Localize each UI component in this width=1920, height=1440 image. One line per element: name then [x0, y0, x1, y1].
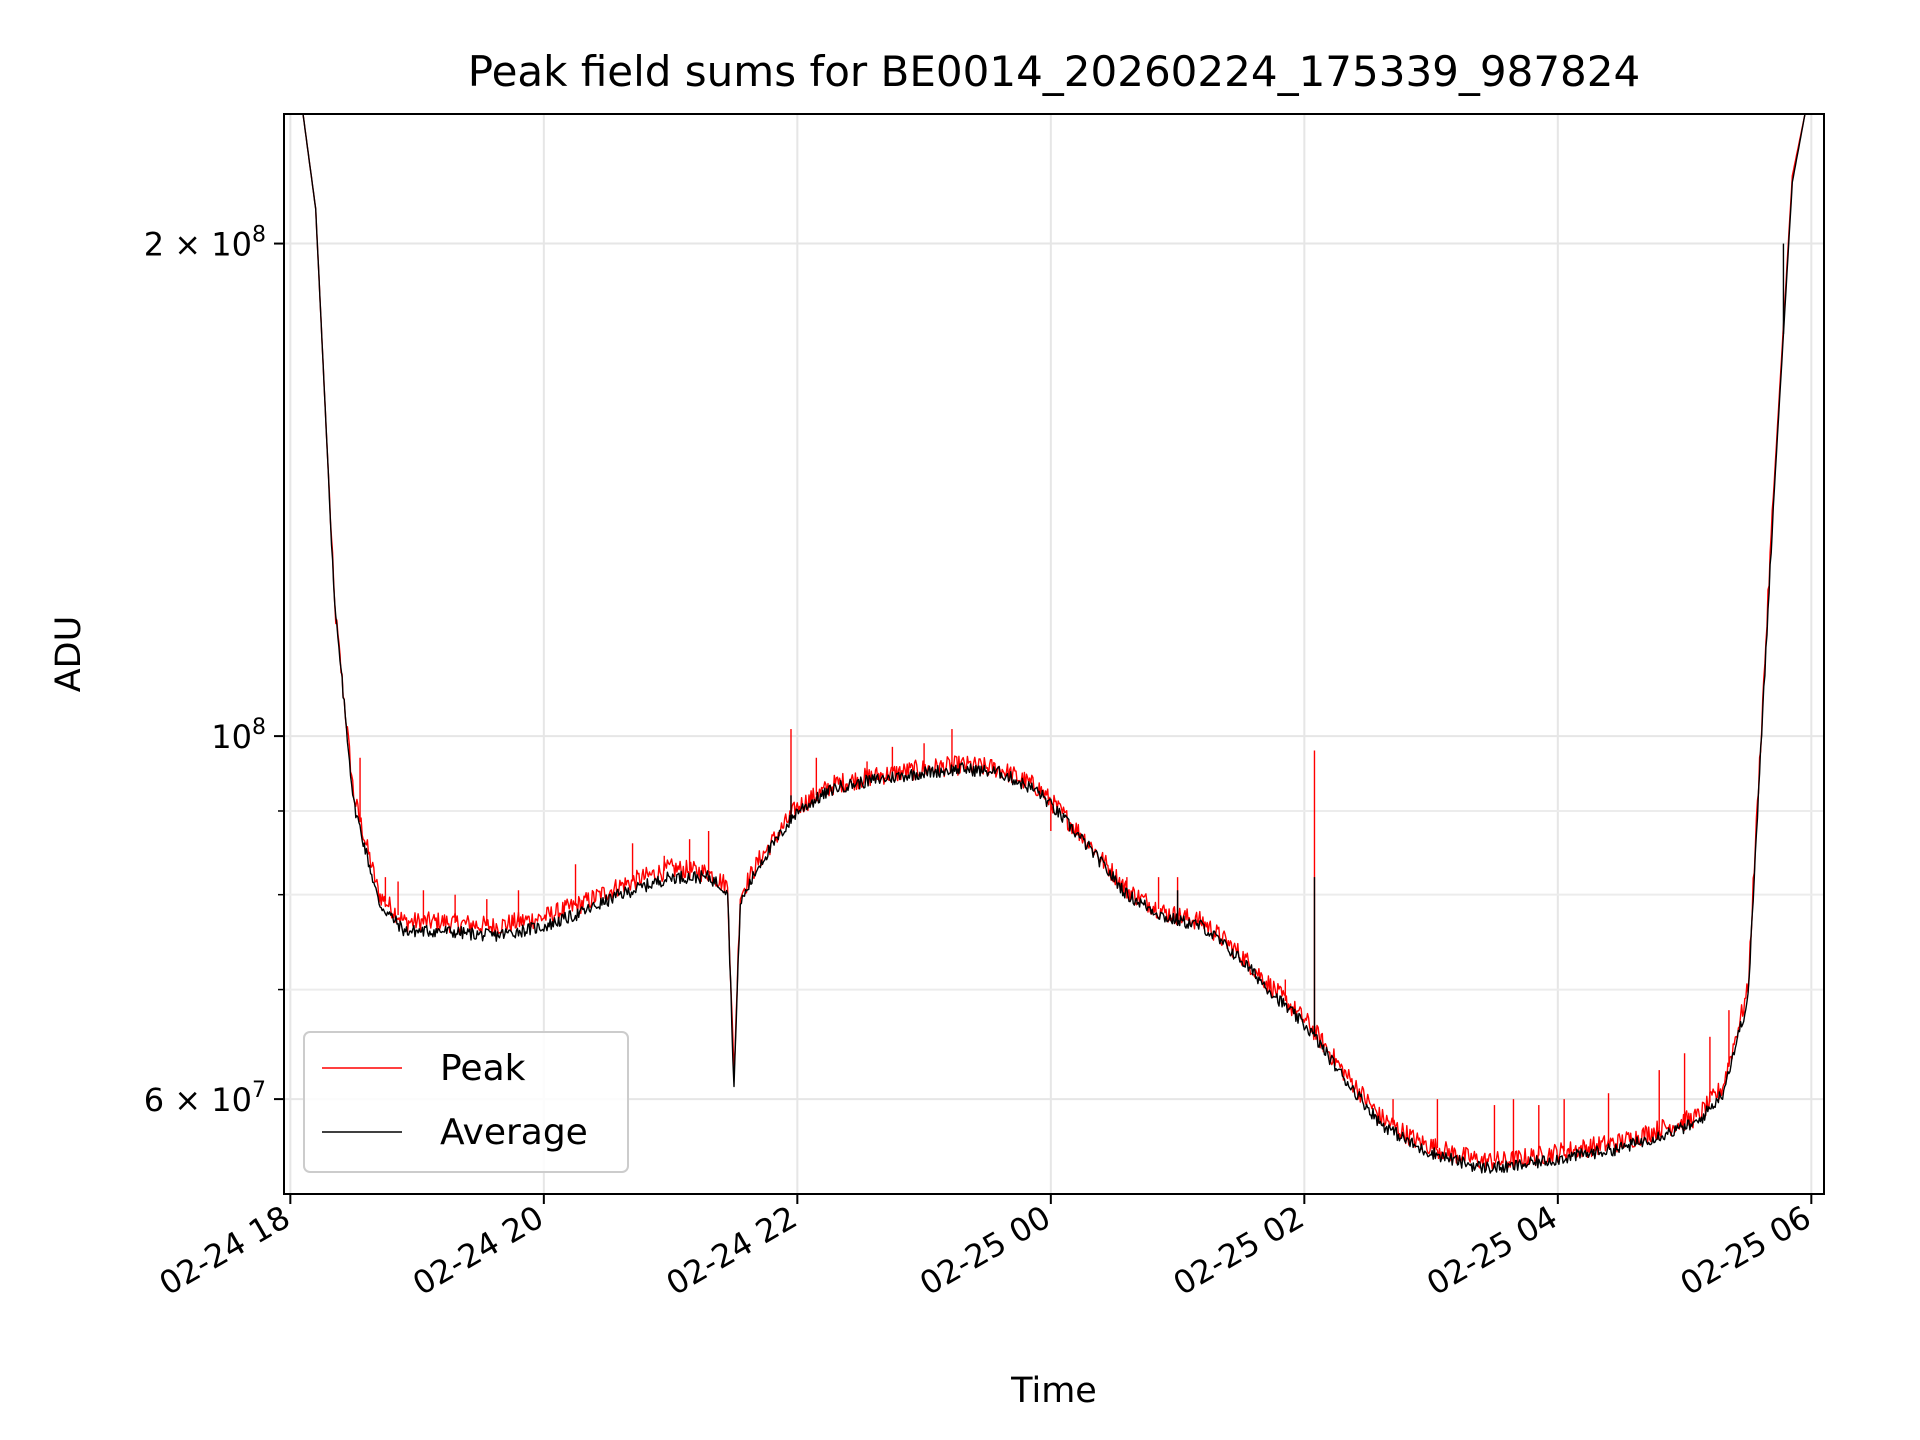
chart-title: Peak field sums for BE0014_20260224_1753… [468, 47, 1640, 96]
y-tick-label: 2 × 108 [144, 223, 266, 264]
peak-line [284, 114, 1824, 1171]
series-average [284, 114, 1824, 1174]
plot-frame [283, 113, 1825, 1195]
x-axis-label: Time [1010, 1371, 1097, 1411]
y-axis: 6 × 107 108 2 × 108 [144, 223, 284, 1119]
legend-average-label: Average [440, 1112, 588, 1153]
plot-area [284, 114, 1824, 1194]
average-line [284, 114, 1824, 1174]
y-axis-label: ADU [49, 616, 89, 693]
legend: Peak Average [303, 1031, 629, 1173]
grid-lines [284, 114, 1824, 1194]
legend-box [303, 1031, 629, 1173]
legend-peak-label: Peak [440, 1048, 526, 1089]
series-peak [284, 114, 1824, 1171]
y-tick-label: 6 × 107 [144, 1078, 266, 1119]
y-tick-label: 108 [211, 715, 266, 756]
